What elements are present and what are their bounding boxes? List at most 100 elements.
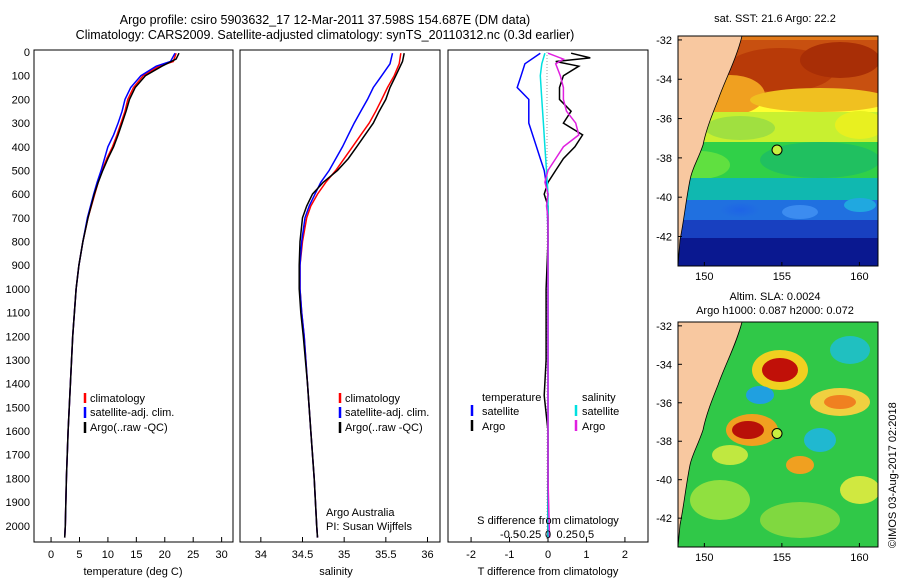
x-tick-label: 25 [187,549,199,561]
difference-panel: -2 -1 0 1 2 temperature satellite Argo salin… [447,49,649,578]
s-tick-label: 0.5 [579,529,594,541]
annotation-argo-australia: Argo Australia [326,507,395,519]
legend-temp-argo: Argo [482,421,505,433]
x-tick-label: 34.5 [292,549,313,561]
legend-argo: Argo(..raw -QC) [90,422,168,434]
legend-sal-satellite: satellite [582,406,619,418]
x-tick-label: 20 [159,549,171,561]
sst-map: -32 -34 -36 -38 -40 -42 150 155 160 [656,35,879,283]
sst-map-image [678,36,878,266]
lon-tick-label: 160 [850,271,868,283]
lon-tick-label: 160 [850,552,868,564]
x-tick-label: 30 [216,549,228,561]
annotation-pi: PI: Susan Wijffels [326,521,412,533]
series-line-temperature-argo [543,52,591,538]
x-tick-label: 35.5 [375,549,396,561]
lat-tick-label: -42 [656,232,672,244]
lat-tick-label: -34 [656,74,672,86]
sla-map-title-line1: Altim. SLA: 0.0024 [729,291,821,303]
series-line-salinity-argo [544,52,580,538]
x-tick-label: 1 [583,549,589,561]
s-tick-label: 0.25 [557,529,578,541]
legend-satellite: satellite-adj. clim. [90,407,174,419]
salinity-plot-frame [239,49,441,543]
depth-tick-label: 500 [12,165,30,177]
legend-temperature-heading: temperature [482,392,541,404]
x-tick-label: 36 [421,549,433,561]
legend-temp-satellite: satellite [482,406,519,418]
series-line-argo [298,53,405,538]
legend-satellite: satellite-adj. clim. [345,407,429,419]
temperature-series [63,52,180,538]
argo-position-marker [771,144,783,156]
legend-climatology: climatology [90,393,146,405]
depth-tick-label: 100 [12,71,30,83]
lat-tick-label: -34 [656,359,672,371]
s-tick-label: -0.25 [516,529,541,541]
x-tick-label: -1 [505,549,515,561]
depth-tick-label: 1600 [6,426,30,438]
sst-map-x-ticks: 150 155 160 [695,262,869,283]
x-tick-label: 15 [130,549,142,561]
depth-tick-label: 0 [24,47,30,59]
lat-tick-label: -38 [656,153,672,165]
salinity-series [298,53,405,538]
series-line-argo [63,52,180,538]
x-tick-label: 34 [255,549,267,561]
s-tick-label: 0 [545,529,551,541]
figure-title-line1: Argo profile: csiro 5903632_17 12-Mar-20… [119,13,531,27]
difference-series [516,52,591,538]
depth-tick-label: 800 [12,237,30,249]
lon-tick-label: 150 [695,552,713,564]
argo-position-marker [771,428,783,439]
temperature-x-ticks: 0 5 10 15 20 25 30 [48,537,228,561]
salinity-panel: 34 34.5 35 35.5 36 climatology satellite-adj… [239,49,441,578]
lat-tick-label: -40 [656,192,672,204]
x-tick-label: 2 [622,549,628,561]
depth-tick-label: 1500 [6,402,30,414]
depth-tick-label: 900 [12,260,30,272]
depth-tick-label: 2000 [6,521,30,533]
depth-tick-label: 400 [12,142,30,154]
legend-salinity-heading: salinity [582,392,616,404]
depth-tick-label: 1200 [6,331,30,343]
lon-tick-label: 150 [695,271,713,283]
lat-tick-label: -32 [656,35,672,47]
salinity-legend: climatology satellite-adj. clim. Argo(..… [338,393,429,434]
sla-map-title-line2: Argo h1000: 0.087 h2000: 0.072 [696,305,854,317]
sst-map-frame [677,35,879,267]
lat-tick-label: -36 [656,398,672,410]
x-tick-label: 10 [102,549,114,561]
depth-tick-label: 1100 [6,308,30,320]
sla-map-x-ticks: 150 155 160 [695,543,869,564]
depth-tick-label: 1900 [6,497,30,509]
depth-tick-label: 1700 [6,450,30,462]
sst-map-title: sat. SST: 21.6 Argo: 22.2 [714,13,836,25]
depth-tick-label: 700 [12,213,30,225]
sla-map-frame [677,321,879,548]
depth-tick-label: 1300 [6,355,30,367]
temperature-x-label: temperature (deg C) [83,566,182,578]
lon-tick-label: 155 [773,271,791,283]
x-tick-label: 35 [338,549,350,561]
salinity-x-ticks: 34 34.5 35 35.5 36 [255,537,434,561]
x-tick-label: 5 [76,549,82,561]
lat-tick-label: -40 [656,475,672,487]
x-tick-label: -2 [466,549,476,561]
salinity-x-label: salinity [319,566,353,578]
depth-tick-label: 1800 [6,473,30,485]
sla-map-image [678,322,878,547]
difference-x-ticks: -2 -1 0 1 2 [466,537,628,561]
temperature-plot-frame [33,49,234,543]
difference-legend: temperature satellite Argo salinity sate… [470,392,619,433]
sst-map-y-ticks: -32 -34 -36 -38 -40 -42 [656,35,682,244]
depth-tick-label: 300 [12,118,30,130]
s-difference-ticks: -0.5-0.25 0 0.25 0.5 [500,529,594,541]
lat-tick-label: -42 [656,513,672,525]
sla-map: -32 -34 -36 -38 -40 -42 150 155 160 [656,321,879,564]
depth-tick-label: 1400 [6,379,30,391]
depth-tick-label: 600 [12,189,30,201]
t-difference-label: T difference from climatology [478,566,619,578]
